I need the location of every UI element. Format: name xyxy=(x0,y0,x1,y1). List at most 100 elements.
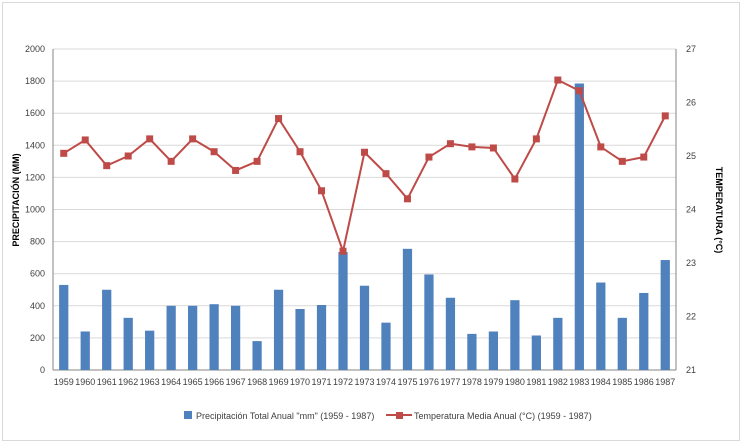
temperature-marker xyxy=(189,135,197,143)
y2-tick-label: 26 xyxy=(686,98,696,108)
x-tick-label: 1985 xyxy=(612,377,632,387)
x-tick-label: 1960 xyxy=(75,377,95,387)
y-axis-title: PRECIPITACIÓN (MM) xyxy=(10,153,21,246)
legend-label-temperature: Temperatura Media Anual (°C) (1959 - 198… xyxy=(414,411,592,421)
temperature-marker xyxy=(489,144,497,152)
x-tick-label: 1972 xyxy=(333,377,353,387)
bar-precipitation xyxy=(510,300,520,370)
bar-precipitation xyxy=(359,285,370,370)
temperature-marker xyxy=(167,157,175,165)
bar-precipitation xyxy=(166,305,176,370)
bar-precipitation xyxy=(402,248,413,370)
bar-precipitation xyxy=(617,317,627,370)
legend-marker-temperature xyxy=(396,412,403,419)
y-tick-label: 2000 xyxy=(25,44,45,54)
gridlines xyxy=(52,48,677,371)
y-tick-label: 1000 xyxy=(25,205,45,215)
x-tick-label: 1966 xyxy=(204,377,224,387)
y-tick-label: 600 xyxy=(30,269,45,279)
temperature-marker xyxy=(318,187,326,195)
bar-precipitation xyxy=(252,341,262,370)
temperature-marker xyxy=(468,143,476,151)
precipitation-bars xyxy=(59,83,670,370)
temperature-marker xyxy=(232,166,240,174)
temperature-marker xyxy=(146,135,154,143)
y-tick-label: 1200 xyxy=(25,172,45,182)
bar-precipitation xyxy=(123,317,133,370)
x-tick-label: 1961 xyxy=(97,377,117,387)
x-tick-label: 1978 xyxy=(462,377,482,387)
y-tick-label: 800 xyxy=(30,237,45,247)
temperature-marker xyxy=(403,195,411,203)
bar-precipitation xyxy=(209,304,219,370)
bar-precipitation xyxy=(531,335,541,370)
y-tick-label: 1800 xyxy=(25,76,45,86)
bar-precipitation xyxy=(424,274,434,370)
temperature-marker xyxy=(446,140,454,148)
temperature-marker xyxy=(382,170,390,178)
legend-swatch-precipitation xyxy=(184,411,192,419)
temperature-marker xyxy=(275,115,283,123)
temperature-marker xyxy=(618,157,626,165)
x-tick-label: 1963 xyxy=(140,377,160,387)
temperature-marker xyxy=(210,148,218,156)
x-tick-label: 1964 xyxy=(161,377,181,387)
temperature-marker xyxy=(597,143,605,151)
y2-tick-label: 21 xyxy=(686,365,696,375)
bar-precipitation xyxy=(230,305,241,370)
bar-precipitation xyxy=(145,330,155,370)
y-tick-label: 1600 xyxy=(25,108,45,118)
bar-precipitation xyxy=(574,83,584,370)
x-tick-label: 1967 xyxy=(226,377,246,387)
y2-tick-label: 24 xyxy=(686,205,696,215)
temperature-marker xyxy=(81,136,89,144)
y2-tick-label: 22 xyxy=(686,312,696,322)
bar-precipitation xyxy=(102,289,112,370)
bar-precipitation xyxy=(295,309,305,370)
bar-precipitation xyxy=(273,289,284,370)
bar-precipitation xyxy=(553,317,563,370)
bar-precipitation xyxy=(338,252,348,370)
x-tick-label: 1971 xyxy=(312,377,332,387)
x-tick-label: 1984 xyxy=(591,377,611,387)
x-tick-label: 1987 xyxy=(655,377,675,387)
bar-precipitation xyxy=(445,297,456,370)
temperature-marker xyxy=(640,153,648,161)
x-tick-label: 1959 xyxy=(54,377,74,387)
temperature-marker xyxy=(124,152,132,160)
temperature-marker xyxy=(339,247,347,255)
x-tick-label: 1975 xyxy=(397,377,417,387)
y2-tick-label: 27 xyxy=(686,44,696,54)
y-tick-label: 0 xyxy=(40,365,45,375)
x-tick-label: 1980 xyxy=(505,377,525,387)
x-tick-label: 1968 xyxy=(247,377,267,387)
legend-label-precipitation: Precipitación Total Anual "mm" (1959 - 1… xyxy=(196,411,374,421)
bar-precipitation xyxy=(596,282,606,370)
bar-precipitation xyxy=(639,292,649,370)
temperature-marker xyxy=(532,135,540,143)
temperature-marker xyxy=(554,76,562,84)
bar-precipitation xyxy=(381,322,391,370)
x-tick-label: 1977 xyxy=(440,377,460,387)
x-tick-label: 1986 xyxy=(634,377,654,387)
y-tick-label: 1400 xyxy=(25,140,45,150)
x-tick-label: 1981 xyxy=(526,377,546,387)
temperature-marker xyxy=(511,175,519,183)
y-tick-label: 200 xyxy=(30,333,45,343)
bar-precipitation xyxy=(660,260,670,370)
x-tick-label: 1979 xyxy=(483,377,503,387)
x-tick-label: 1970 xyxy=(290,377,310,387)
bar-precipitation xyxy=(59,284,69,370)
x-tick-label: 1962 xyxy=(118,377,138,387)
y2-axis-title: TEMPERATURA (°C) xyxy=(714,167,724,254)
x-tick-label: 1983 xyxy=(569,377,589,387)
y-tick-label: 400 xyxy=(30,301,45,311)
right-axis-ticks: 21 22 23 24 25 26 27 xyxy=(686,44,696,375)
temperature-marker xyxy=(425,153,433,161)
temperature-marker xyxy=(253,157,261,165)
temperature-marker xyxy=(296,148,304,156)
temperature-marker xyxy=(60,149,68,157)
x-tick-label: 1965 xyxy=(183,377,203,387)
x-axis-ticks: 1959 1960 1961 1962 1963 1964 1965 1966 1967 1968… xyxy=(54,377,676,387)
